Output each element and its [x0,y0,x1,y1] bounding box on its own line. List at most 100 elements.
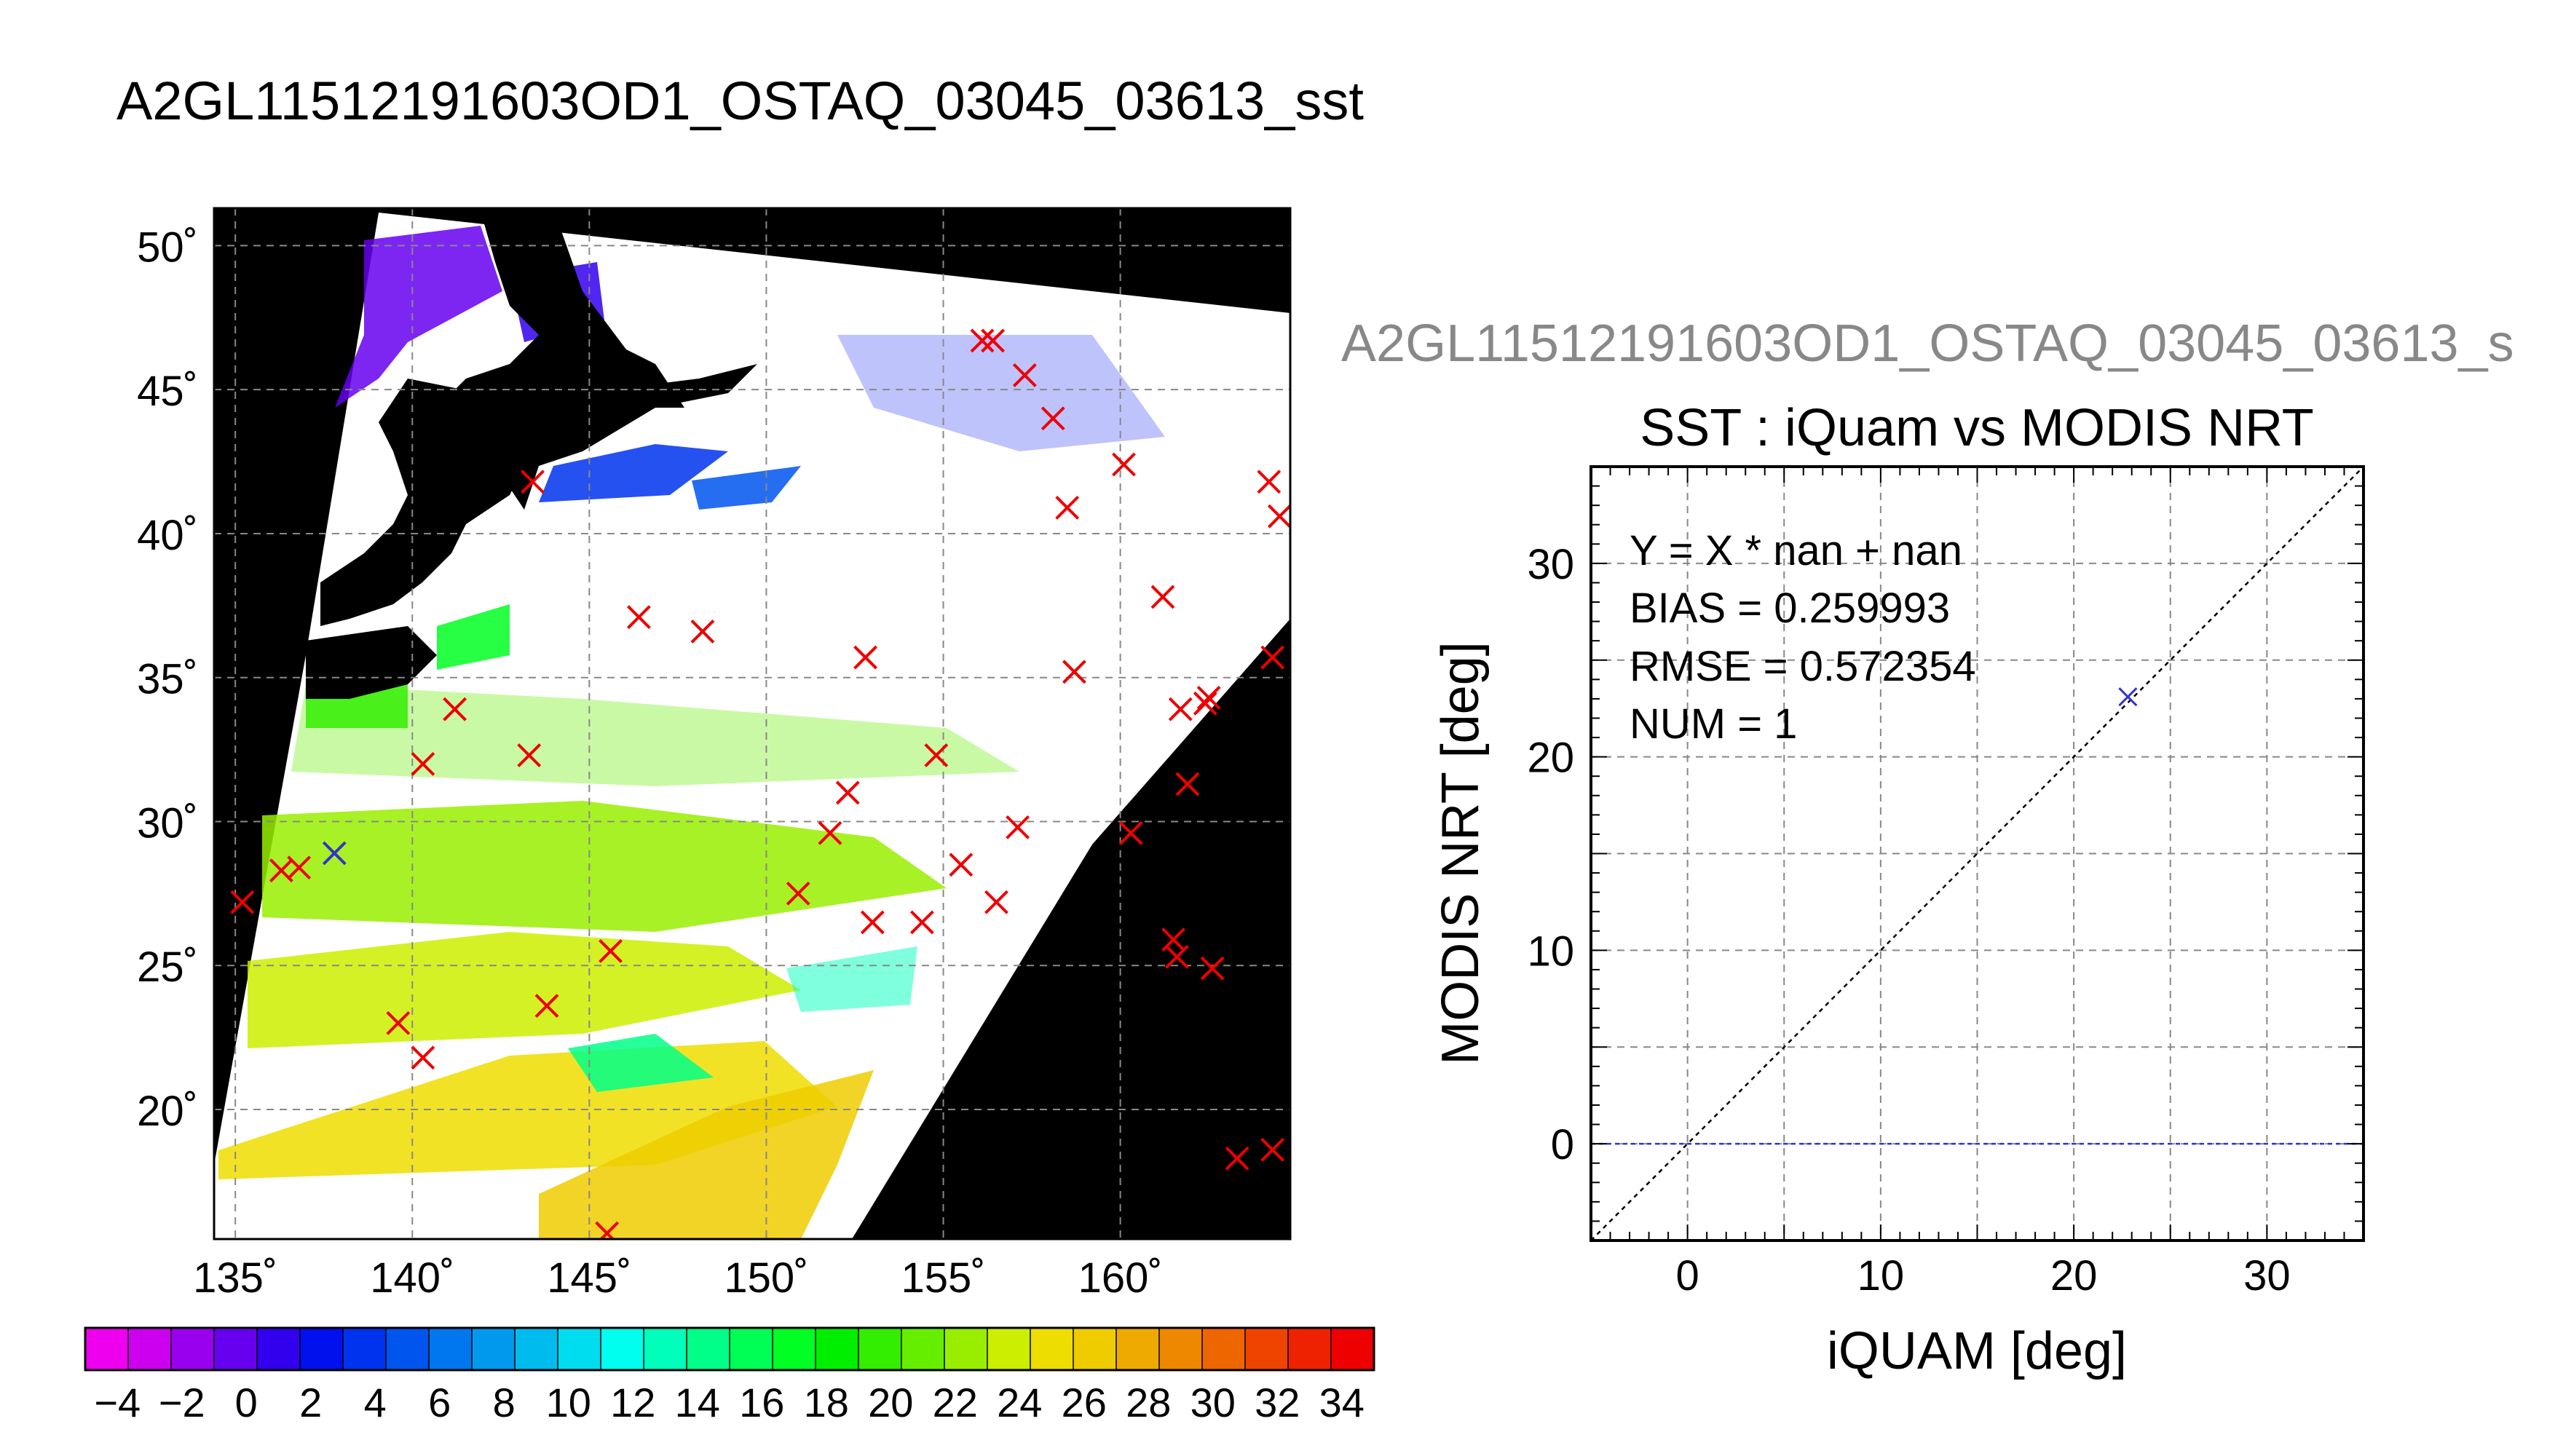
colorbar-tick-label: 12 [610,1380,655,1425]
match-point-marker [949,852,974,877]
colorbar-cell [1073,1328,1117,1370]
map-markers [230,328,1290,1239]
one-to-one-line [1591,467,2364,1241]
colorbar-tick-label: 20 [868,1380,913,1425]
stats-bias: BIAS = 0.259993 [1630,585,1950,632]
lon-tick-label: 145˚ [547,1254,631,1302]
scatter-y-tick-label: 20 [1527,735,1574,782]
colorbar-tick-label: 28 [1126,1380,1171,1425]
colorbar-cell [85,1328,129,1370]
colorbar-cell [257,1328,301,1370]
match-point-marker [1260,1137,1285,1162]
match-point-marker [1196,685,1221,710]
match-point-marker [853,645,877,670]
match-point-marker [443,697,467,721]
stats-num: NUM = 1 [1630,700,1797,748]
stats-fit-line: Y = X * nan + nan [1630,527,1962,574]
scatter-title: SST : iQuam vs MODIS NRT [1640,399,2314,457]
map-frame [213,207,1292,1241]
sst-swath [214,208,1290,1239]
match-point-marker [1175,772,1200,796]
match-point-marker [1150,585,1175,609]
scatter-x-tick-label: 0 [1675,1252,1699,1299]
colorbar-cell [773,1328,816,1370]
match-point-marker [1112,452,1136,477]
colorbar-cell [386,1328,430,1370]
colorbar-cell [1159,1328,1203,1370]
match-point-marker [1268,504,1290,529]
colorbar-tick-label: 24 [997,1380,1042,1425]
match-point-marker [517,743,542,767]
match-point-marker [411,751,435,776]
match-point-marker [818,820,842,845]
used-point-marker [322,841,347,866]
colorbar: −4 −2 0 2 4 6 8 10 12 14 16 18 20 22 24 26 28 30 32 34 [84,1326,1375,1425]
colorbar-frame [84,1326,1375,1372]
colorbar-cell [1331,1328,1375,1370]
match-point-marker [909,910,934,935]
scatter-x-axis-label: iQUAM [deg] [1827,1322,2127,1380]
match-point-marker [599,939,623,963]
scatter-header: A2GL11512191603OD1_OSTAQ_03045_03613_s [1341,314,2514,373]
match-point-marker [1006,815,1030,839]
match-point-marker [521,470,545,494]
colorbar-tick-label: 8 [493,1380,516,1425]
map-lat-labels: 50˚ 45˚ 40˚ 35˚ 30˚ 25˚ 20˚ [137,223,198,1135]
match-point-marker [1200,956,1225,981]
colorbar-cell [429,1328,473,1370]
colorbar-tick-label: 32 [1255,1380,1300,1425]
scatter-y-axis-label: MODIS NRT [deg] [1431,641,1490,1065]
lat-tick-label: 45˚ [137,368,198,415]
map-lon-labels: 135˚ 140˚ 145˚ 150˚ 155˚ 160˚ [193,1254,1163,1302]
colorbar-cell [1288,1328,1332,1370]
scatter-y-tick-label: 0 [1551,1121,1574,1168]
lat-tick-label: 50˚ [137,223,198,271]
match-point-marker [1257,470,1282,494]
stats-box: Y = X * nan + nan BIAS = 0.259993 RMSE =… [1630,527,1976,748]
colorbar-cell [128,1328,172,1370]
scatter-panel: 0 10 20 30 0 10 20 30 Y = X * nan + nan BIAS =… [1431,465,2365,1380]
match-point-marker [230,890,255,914]
match-point-marker [534,994,559,1018]
map-gridlines [214,208,1290,1239]
scatter-x-tick-label: 20 [2050,1252,2098,1299]
match-point-marker [595,1221,620,1239]
colorbar-cell [858,1328,902,1370]
match-point-marker [786,881,810,906]
colorbar-cell [515,1328,558,1370]
match-point-marker [411,1045,435,1070]
match-point-marker [1225,1146,1249,1171]
scatter-x-tick-label: 30 [2243,1252,2291,1299]
map-title: A2GL11512191603OD1_OSTAQ_03045_03613_sst [117,71,1364,131]
match-point-marker [690,620,715,644]
scatter-x-tick-labels: 0 10 20 30 [1675,1252,2290,1299]
match-point-marker [1168,697,1193,721]
scatter-gridlines [1591,467,2364,1241]
colorbar-cell [644,1328,687,1370]
colorbar-tick-label: 14 [675,1380,720,1425]
scatter-points [2118,687,2138,707]
colorbar-tick-label: 0 [235,1380,258,1425]
lon-tick-label: 150˚ [724,1254,808,1302]
colorbar-tick-label: 2 [299,1380,322,1425]
colorbar-tick-label: 10 [546,1380,591,1425]
colorbar-cell [687,1328,730,1370]
colorbar-tick-label: 16 [739,1380,784,1425]
match-point-marker [860,910,885,935]
colorbar-cell [1245,1328,1289,1370]
map-panel: 50˚ 45˚ 40˚ 35˚ 30˚ 25˚ 20˚ 135˚ 140˚ 145˚ 150˚ 15… [137,207,1292,1302]
match-point-marker [287,855,312,880]
match-point-marker [1012,363,1037,387]
match-point-marker [1040,406,1065,431]
scatter-y-tick-labels: 0 10 20 30 [1527,541,1574,1168]
colorbar-cell [558,1328,601,1370]
scatter-y-tick-label: 10 [1527,927,1574,975]
colorbar-cell [1116,1328,1160,1370]
colorbar-cell [343,1328,387,1370]
colorbar-labels: −4 −2 0 2 4 6 8 10 12 14 16 18 20 22 24 26 28 30 32 34 [94,1380,1365,1425]
colorbar-cell [300,1328,344,1370]
scatter-point [2118,687,2138,707]
colorbar-tick-label: 26 [1062,1380,1107,1425]
match-point-marker [1062,660,1086,684]
